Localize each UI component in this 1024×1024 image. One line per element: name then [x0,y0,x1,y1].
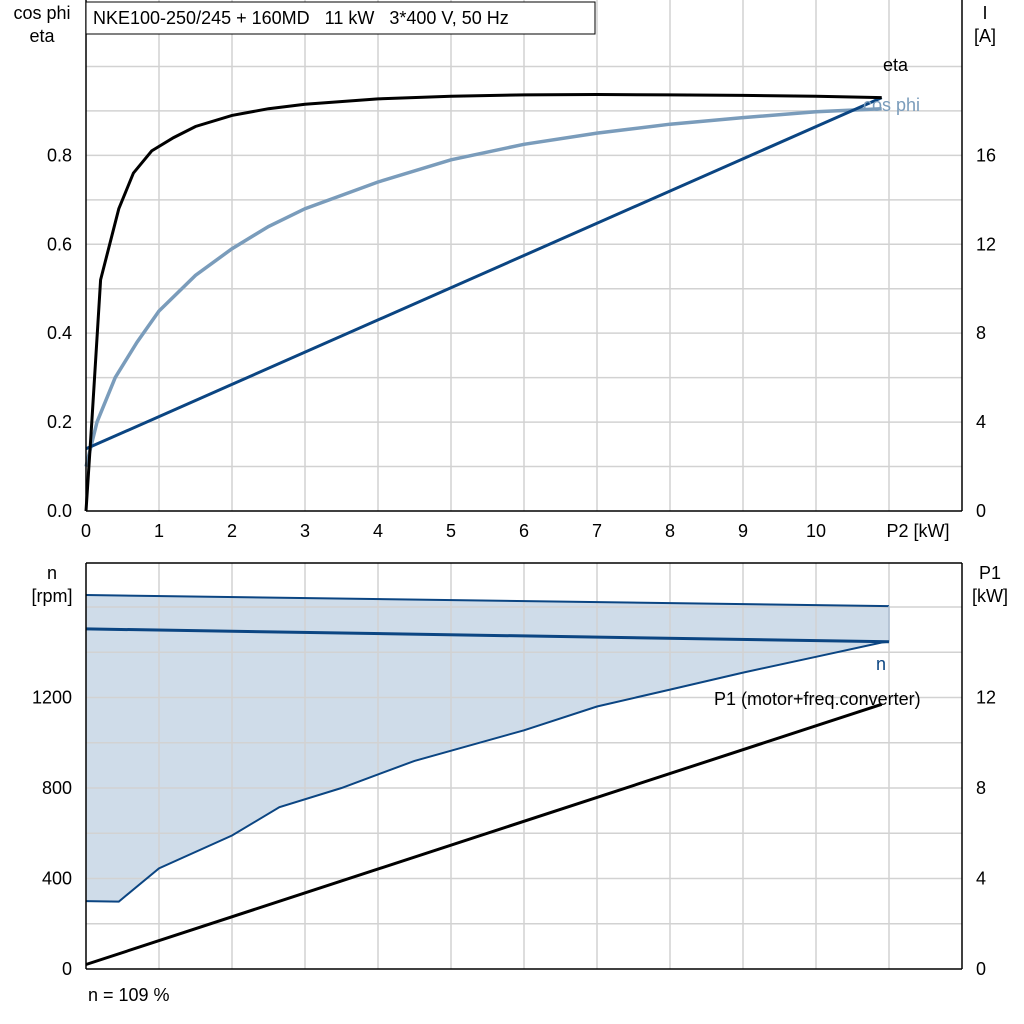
top-y-left-tick-label: 0.4 [47,323,72,343]
x-tick-label: 7 [592,521,602,541]
top-y-left-tick-label: 0.2 [47,412,72,432]
x-tick-label: 0 [81,521,91,541]
x-tick-label: 10 [806,521,826,541]
bottom-y-left-tick-label: 1200 [32,688,72,708]
bottom-curves [85,594,890,966]
y-right-label-current: I [982,3,987,23]
series-label-p1: P1 (motor+freq.converter) [714,689,921,709]
y-left-label-eta: eta [29,26,55,46]
x-axis-label: P2 [kW] [886,521,949,541]
speed-band-upper-line [85,594,890,608]
chart-title: NKE100-250/245 + 160MD 11 kW 3*400 V, 50… [93,8,509,28]
y-right-label-unit-amps: [A] [974,26,996,46]
bottom-y-right-tick-label: 4 [976,869,986,889]
bottom-y-left-tick-label: 800 [42,778,72,798]
series-cos-phi-line [84,106,882,467]
series-current-line [85,96,883,451]
bottom-tick-labels: 0 400 800 1200 0 4 8 12 [32,688,996,980]
y-left-label-rpm: [rpm] [31,586,72,606]
top-y-left-tick-label: 0.6 [47,234,72,254]
y-left-label-cosphi: cos phi [13,3,70,23]
x-tick-label: 1 [154,521,164,541]
top-y-right-tick-label: 4 [976,412,986,432]
bottom-y-right-tick-label: 8 [976,778,986,798]
x-tick-label: 4 [373,521,383,541]
x-tick-label: 8 [665,521,675,541]
bottom-y-left-tick-label: 400 [42,869,72,889]
bottom-panel: 0 400 800 1200 0 4 8 12 n [rpm] P1 [kW] n P1 (m… [31,562,1008,1005]
top-axes [85,0,963,512]
top-y-right-tick-label: 16 [976,145,996,165]
top-y-left-tick-label: 0.0 [47,501,72,521]
bottom-y-right-tick-label: 12 [976,688,996,708]
y-left-label-n: n [47,563,57,583]
series-p1-line [85,702,883,966]
chart-title-box [85,1,596,35]
series-label-eta: eta [883,55,909,75]
speed-range-band [86,595,889,902]
series-n-line [85,627,890,644]
y-right-label-p1: P1 [979,563,1001,583]
top-curves [84,92,883,512]
speed-band-fill [86,595,889,902]
speed-band-lower-line [85,640,890,903]
series-label-n: n [876,654,886,674]
series-eta-line [84,92,882,512]
bottom-axes [85,562,963,970]
top-gridlines [86,0,962,511]
top-y-left-tick-label: 0.8 [47,145,72,165]
top-y-right-tick-label: 12 [976,234,996,254]
series-label-cos-phi: cos phi [863,95,920,115]
speed-note: n = 109 % [88,985,170,1005]
y-right-label-kw: [kW] [972,586,1008,606]
bottom-y-left-tick-label: 0 [62,959,72,979]
top-y-right-tick-label: 8 [976,323,986,343]
x-tick-label: 2 [227,521,237,541]
top-y-right-tick-label: 0 [976,501,986,521]
x-tick-label: 3 [300,521,310,541]
x-tick-label: 6 [519,521,529,541]
bottom-y-right-tick-label: 0 [976,959,986,979]
x-tick-label: 5 [446,521,456,541]
x-tick-label: 9 [738,521,748,541]
